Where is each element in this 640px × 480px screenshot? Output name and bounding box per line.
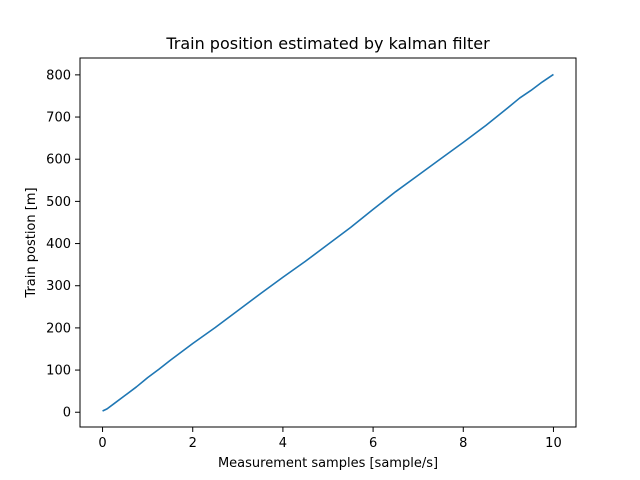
axes-frame — [79, 57, 577, 428]
y-ticks: 0 100 200 300 400 500 600 700 800 — [46, 68, 80, 421]
plot-area — [102, 73, 554, 412]
x-axis-label: Measurement samples [sample/s] — [218, 456, 438, 471]
y-tick-label: 100 — [46, 364, 71, 379]
y-tick-label: 700 — [46, 111, 71, 126]
y-tick-label: 500 — [46, 195, 71, 210]
x-tick-label: 10 — [545, 436, 562, 451]
y-tick-label: 600 — [46, 153, 71, 168]
x-tick-label: 8 — [459, 436, 467, 451]
chart-title: Train position estimated by kalman filte… — [165, 34, 490, 53]
y-tick-label: 200 — [46, 321, 71, 336]
x-tick-label: 0 — [98, 436, 106, 451]
y-tick-label: 800 — [46, 68, 71, 83]
series-line — [102, 73, 554, 412]
y-tick-label: 400 — [46, 237, 71, 252]
x-tick-label: 2 — [189, 436, 197, 451]
x-tick-label: 6 — [369, 436, 377, 451]
x-tick-label: 4 — [279, 436, 287, 451]
y-tick-label: 0 — [63, 406, 71, 421]
y-tick-label: 300 — [46, 279, 71, 294]
y-axis-label: Train postion [m] — [24, 187, 39, 298]
x-ticks: 0 2 4 6 8 10 — [98, 427, 562, 451]
